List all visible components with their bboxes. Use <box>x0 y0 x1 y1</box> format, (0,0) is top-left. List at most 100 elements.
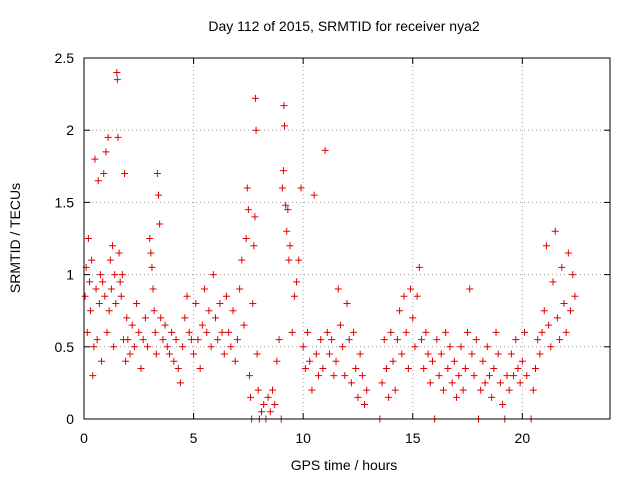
data-point <box>407 285 415 293</box>
data-point <box>339 343 347 351</box>
data-point <box>382 364 390 372</box>
data-point <box>264 393 272 401</box>
data-point <box>310 191 318 199</box>
data-point <box>556 336 564 344</box>
data-point <box>240 321 248 329</box>
data-point <box>155 191 163 199</box>
data-point <box>341 372 349 380</box>
data-point <box>183 292 191 300</box>
data-point <box>466 285 474 293</box>
data-point <box>253 350 261 358</box>
data-point <box>551 227 559 235</box>
data-point <box>301 364 309 372</box>
data-point <box>290 292 298 300</box>
data-point <box>420 364 428 372</box>
y-tick-label: 2.5 <box>55 50 75 66</box>
plot-frame <box>83 57 611 420</box>
grid <box>84 58 610 419</box>
data-point <box>252 126 260 134</box>
data-point <box>345 336 353 344</box>
y-axis-ticks: 0 0.5 1 1.5 2 2.5 <box>55 50 610 427</box>
data-point <box>110 343 118 351</box>
data-point <box>363 386 371 394</box>
data-point <box>510 372 518 380</box>
data-point <box>251 94 259 102</box>
data-point <box>411 343 419 351</box>
data-point <box>499 401 507 409</box>
data-point <box>95 299 103 307</box>
data-point <box>567 307 575 315</box>
data-point <box>437 350 445 358</box>
x-tick-label: 10 <box>295 430 311 446</box>
data-point <box>87 307 95 315</box>
data-point <box>356 350 364 358</box>
data-point <box>464 328 472 336</box>
data-point <box>85 278 93 286</box>
data-point <box>280 102 288 110</box>
data-point <box>194 336 202 344</box>
data-point <box>483 343 491 351</box>
data-point <box>214 336 222 344</box>
data-point <box>242 235 250 242</box>
data-point <box>244 206 252 214</box>
data-point <box>236 285 244 293</box>
data-point <box>571 292 579 300</box>
data-point <box>409 314 417 322</box>
data-point <box>251 213 259 221</box>
data-point <box>196 364 204 372</box>
data-point <box>94 177 102 185</box>
data-point <box>91 155 99 163</box>
x-tick-label: 0 <box>80 430 88 446</box>
data-point <box>479 357 487 365</box>
data-point <box>146 235 154 242</box>
data-point <box>413 292 421 300</box>
data-point <box>433 336 441 344</box>
data-point <box>112 299 120 307</box>
y-tick-label: 0.5 <box>55 339 75 355</box>
data-point <box>378 379 386 387</box>
data-point <box>540 307 548 315</box>
data-point <box>231 357 239 365</box>
data-point <box>418 336 426 344</box>
data-point <box>174 364 182 372</box>
data-point <box>514 364 522 372</box>
data-point <box>250 242 258 250</box>
data-point <box>83 328 91 336</box>
data-point <box>358 372 366 380</box>
data-point <box>505 386 513 394</box>
data-point <box>201 285 209 293</box>
data-point <box>249 299 257 307</box>
data-point <box>198 321 206 329</box>
data-point <box>562 328 570 336</box>
data-point <box>135 328 143 336</box>
data-point <box>531 364 539 372</box>
data-point <box>282 201 290 209</box>
data-point <box>192 299 200 307</box>
data-point <box>150 307 158 315</box>
data-point <box>128 321 136 329</box>
data-point <box>93 336 101 344</box>
data-point <box>84 235 92 242</box>
data-point <box>402 328 410 336</box>
data-point <box>343 299 351 307</box>
data-point <box>279 167 287 175</box>
data-point <box>400 292 408 300</box>
data-point <box>496 379 504 387</box>
data-point <box>347 379 355 387</box>
data-point <box>141 314 149 322</box>
data-point <box>459 386 467 394</box>
data-point <box>207 343 215 351</box>
data-point <box>161 321 169 329</box>
data-point <box>521 328 529 336</box>
data-point <box>529 386 537 394</box>
data-point <box>380 336 388 344</box>
data-point <box>334 285 342 293</box>
data-point <box>350 328 358 336</box>
data-point <box>494 350 502 358</box>
data-point <box>503 372 511 380</box>
data-point <box>121 170 129 178</box>
data-point <box>113 68 121 76</box>
data-point <box>185 328 193 336</box>
data-point <box>123 314 131 322</box>
